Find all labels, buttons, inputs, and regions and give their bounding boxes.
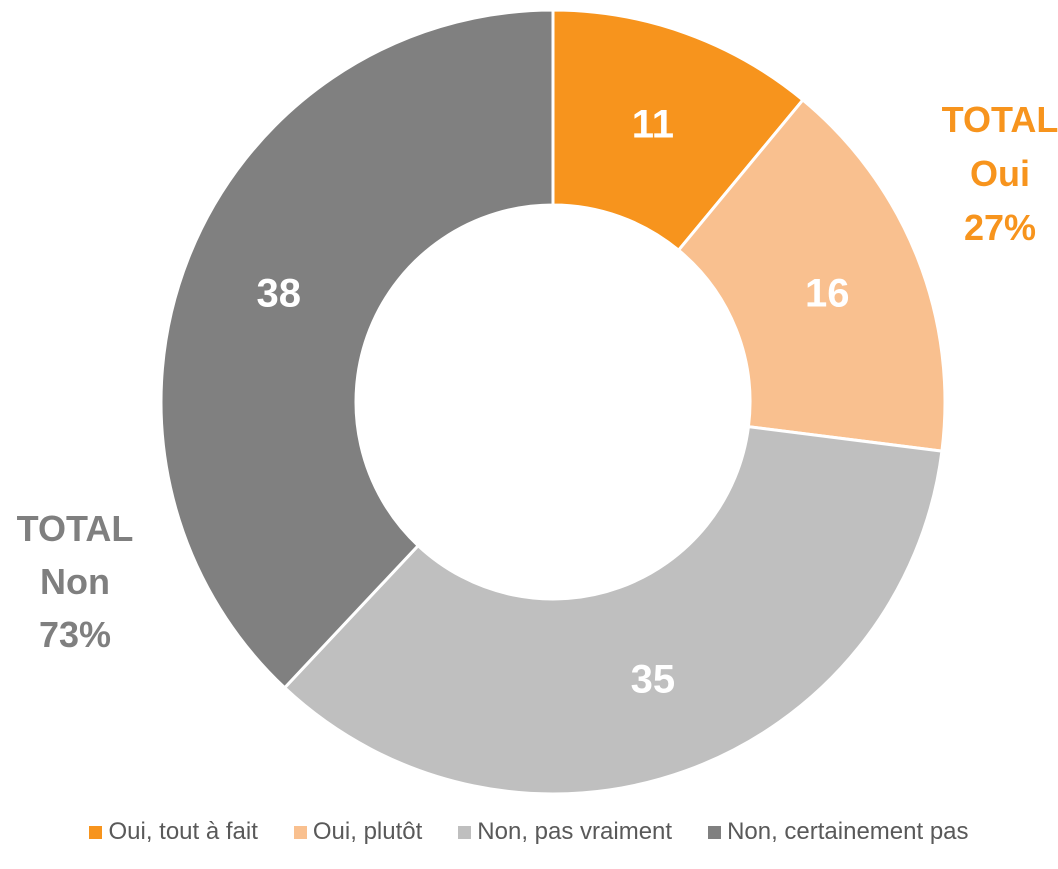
legend-swatch-oui-plutot: [293, 825, 307, 839]
legend-item-non-pas-vraiment: Non, pas vraiment: [458, 818, 672, 846]
annotation-total-non-line-3: 73%: [39, 614, 111, 655]
legend-swatch-oui-tout-a-fait: [89, 825, 103, 839]
legend-item-oui-plutot: Oui, plutôt: [293, 818, 423, 846]
annotation-total-oui-line-2: Oui: [970, 153, 1030, 194]
legend-label-non-certainement-pas: Non, certainement pas: [727, 818, 969, 845]
data-label-oui-plutot: 16: [805, 271, 850, 315]
annotation-total-oui-line-1: TOTAL: [942, 99, 1058, 140]
slice-non-pas-vraiment: [282, 425, 944, 796]
chart-legend: Oui, tout à fait Oui, plutôt Non, pas vr…: [0, 818, 1058, 846]
legend-item-non-certainement-pas: Non, certainement pas: [708, 818, 969, 846]
annotation-total-oui-line-3: 27%: [964, 207, 1036, 248]
donut-slices: [159, 8, 947, 796]
data-label-oui-tout-a-fait: 11: [632, 102, 674, 146]
legend-item-oui-tout-a-fait: Oui, tout à fait: [89, 818, 258, 846]
legend-label-non-pas-vraiment: Non, pas vraiment: [477, 818, 673, 845]
data-label-non-pas-vraiment: 35: [631, 658, 676, 702]
slice-oui-plutot: [676, 97, 947, 453]
slice-labels: 11 16 35 38: [256, 102, 849, 701]
legend-label-oui-tout-a-fait: Oui, tout à fait: [108, 818, 258, 845]
annotation-total-oui: TOTAL Oui 27%: [942, 99, 1058, 248]
data-label-non-certainement-pas: 38: [256, 271, 301, 315]
legend-swatch-non-certainement-pas: [708, 825, 722, 839]
annotation-total-non-line-1: TOTAL: [17, 508, 134, 549]
annotation-total-non-line-2: Non: [40, 561, 110, 602]
slice-oui-tout-a-fait: [551, 8, 805, 253]
legend-label-oui-plutot: Oui, plutôt: [312, 818, 423, 845]
slice-non-certainement-pas: [159, 8, 555, 690]
legend-swatch-non-pas-vraiment: [458, 825, 472, 839]
annotation-total-non: TOTAL Non 73%: [17, 508, 134, 655]
